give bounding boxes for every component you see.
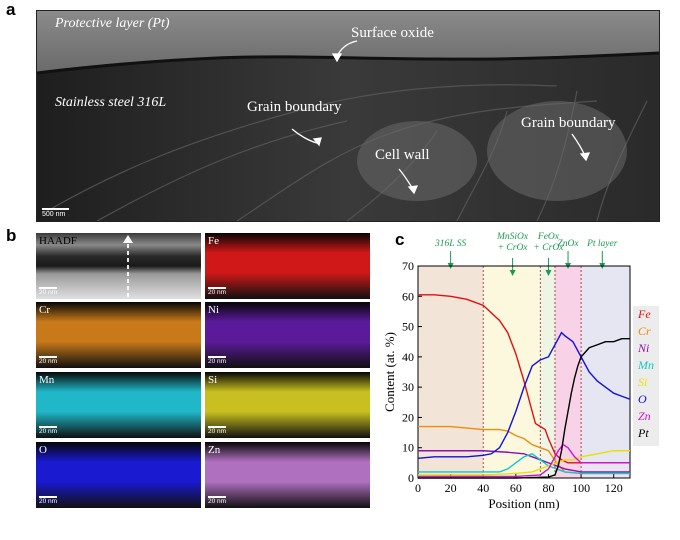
surface-oxide-label: Surface oxide [351,25,434,41]
x-axis-label: Position (nm) [488,496,559,511]
panel-a-letter: a [6,0,16,19]
panel-c-letter: c [395,230,405,249]
eds-tile-label: Fe [208,235,219,247]
legend-entry-si: Si [638,375,647,389]
profile-arrow [123,235,133,297]
series-line-si [418,450,630,476]
region-label: ZnOx [557,239,579,249]
sem-micrograph: Protective layer (Pt) Surface oxide Stai… [36,10,660,222]
legend-entry-pt: Pt [637,426,649,440]
eds-tile-scale: 20 nm [39,426,58,435]
x-tick-label: 60 [510,481,522,495]
x-tick-label: 80 [542,481,554,495]
eds-tile-scale: 20 nm [39,496,58,505]
series-line-o [417,331,631,460]
legend-entry-fe: Fe [637,307,651,321]
x-tick-label: 100 [572,481,590,495]
eds-tile-si: Si 20 nm [205,372,370,438]
series-line-ni [418,450,630,473]
region-band [554,266,582,478]
region-label: FeOx + CrOx [534,232,565,253]
x-tick-label: 40 [477,481,489,495]
y-axis-label: Content (at. %) [382,332,397,412]
eds-tile-scale: 20 nm [208,287,227,296]
eds-tile-label: Si [208,374,218,386]
y-tick-label: 60 [402,289,414,303]
series-line-pt [418,337,630,479]
legend-entry-mn: Mn [637,358,654,372]
eds-tile-cr: Cr 20 nm [36,302,201,368]
y-tick-label: 0 [408,471,414,485]
region-band [540,266,555,478]
region-label: MnSiOx + CrOx [496,232,529,253]
eds-tile-scale: 20 nm [39,356,58,365]
eds-tile-label: Zn [208,444,221,456]
eds-tile-mn: Mn 20 nm [36,372,201,438]
region-label: Pt layer [586,239,618,249]
region-band [483,266,541,478]
legend-entry-o: O [638,392,647,406]
region-arrowhead [509,270,516,276]
composition-chart: 316L SS MnSiOx + CrOx FeOx + CrOx ZnOx Pt laye… [380,230,680,535]
legend-box [633,306,659,446]
stainless-steel-label: Stainless steel 316L [55,95,167,110]
eds-tile-scale: 20 nm [208,496,227,505]
grain-boundary-label-1: Grain boundary [247,99,342,115]
grain-boundary-label-2: Grain boundary [521,115,616,131]
eds-tile-scale: 20 nm [208,356,227,365]
x-tick-label: 20 [445,481,457,495]
series-line-fe [418,294,630,464]
panel-b-letter: b [6,226,17,245]
y-tick-label: 10 [402,441,414,455]
y-tick-label: 40 [402,350,414,364]
region-band [581,266,630,478]
region-band [418,266,484,478]
eds-tile-scale: 20 nm [208,426,227,435]
series-line-mn [418,452,630,475]
eds-tile-scale: 20 nm [39,287,58,296]
legend-entry-zn: Zn [638,409,651,423]
eds-tile-fe: Fe 20 nm [205,233,370,299]
scale-bar-label: 500 nm [42,211,66,218]
eds-tile-ni: Ni 20 nm [205,302,370,368]
eds-tile-o: O 20 nm [36,442,201,508]
cell-wall-label: Cell wall [375,147,430,163]
eds-tile-label: Mn [39,374,55,386]
sem-image [37,11,659,221]
eds-tile-zn: Zn 20 nm [205,442,370,508]
eds-tile-label: O [39,444,47,456]
eds-tile-label: Cr [39,304,50,316]
x-tick-label: 120 [605,481,623,495]
eds-tile-haadf: HAADF 20 nm [36,233,201,299]
region-arrowhead [545,270,552,276]
series-line-zn [418,443,630,478]
y-tick-label: 70 [402,259,414,273]
y-tick-label: 30 [402,380,414,394]
y-tick-label: 20 [402,410,414,424]
legend-entry-ni: Ni [637,341,649,355]
eds-tile-label: HAADF [39,235,77,247]
legend-entry-cr: Cr [638,324,651,338]
x-tick-label: 0 [415,481,421,495]
protective-layer-label: Protective layer (Pt) [55,16,170,31]
y-tick-label: 50 [402,320,414,334]
eds-tile-label: Ni [208,304,219,316]
region-label: 316L SS [434,239,466,249]
